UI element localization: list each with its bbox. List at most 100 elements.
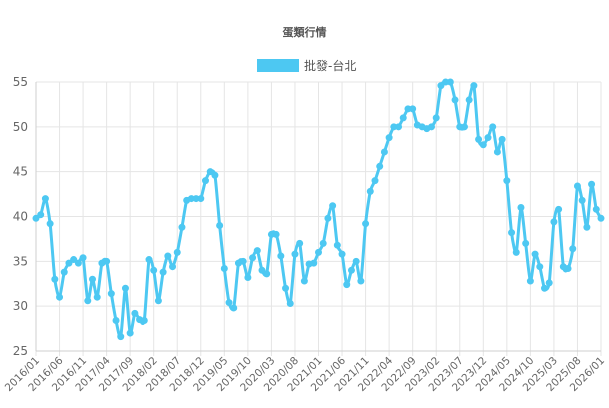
- data-point[interactable]: [41, 195, 49, 203]
- data-point[interactable]: [121, 284, 129, 292]
- data-point[interactable]: [89, 275, 96, 283]
- data-point[interactable]: [56, 293, 64, 301]
- data-point[interactable]: [169, 263, 177, 271]
- data-point[interactable]: [465, 96, 473, 104]
- data-point[interactable]: [352, 257, 360, 265]
- data-point[interactable]: [531, 250, 539, 258]
- data-point[interactable]: [503, 177, 511, 185]
- data-point[interactable]: [550, 218, 558, 226]
- data-point[interactable]: [338, 250, 346, 258]
- data-point[interactable]: [578, 196, 586, 204]
- data-point[interactable]: [296, 239, 304, 247]
- data-point[interactable]: [588, 180, 596, 188]
- data-point[interactable]: [173, 248, 181, 256]
- data-point[interactable]: [272, 230, 280, 238]
- data-point[interactable]: [522, 239, 530, 247]
- data-point[interactable]: [493, 148, 501, 156]
- data-point[interactable]: [437, 82, 445, 90]
- data-point[interactable]: [37, 211, 45, 219]
- data-point[interactable]: [573, 182, 581, 190]
- data-point[interactable]: [150, 266, 158, 274]
- data-point[interactable]: [291, 250, 299, 258]
- data-point[interactable]: [253, 247, 261, 255]
- data-point[interactable]: [489, 123, 497, 131]
- data-point[interactable]: [564, 265, 572, 273]
- data-point[interactable]: [220, 265, 228, 273]
- data-point[interactable]: [385, 134, 393, 142]
- data-point[interactable]: [376, 162, 384, 170]
- data-point[interactable]: [70, 256, 78, 264]
- data-point[interactable]: [145, 256, 153, 264]
- data-point[interactable]: [512, 248, 520, 256]
- data-point[interactable]: [103, 257, 111, 265]
- data-point[interactable]: [366, 187, 374, 195]
- data-point[interactable]: [470, 82, 478, 90]
- data-point[interactable]: [216, 221, 224, 229]
- data-point[interactable]: [140, 317, 148, 325]
- data-point[interactable]: [484, 134, 492, 142]
- data-point[interactable]: [498, 135, 506, 143]
- data-point[interactable]: [202, 177, 209, 185]
- data-point[interactable]: [315, 248, 322, 256]
- data-point[interactable]: [526, 277, 534, 285]
- data-point[interactable]: [479, 141, 487, 149]
- data-point[interactable]: [126, 329, 134, 337]
- data-point[interactable]: [409, 105, 417, 113]
- data-point[interactable]: [310, 259, 318, 267]
- data-point[interactable]: [164, 252, 172, 260]
- data-point[interactable]: [277, 252, 285, 260]
- data-point[interactable]: [178, 223, 186, 231]
- data-point[interactable]: [541, 284, 548, 292]
- data-point[interactable]: [117, 333, 125, 341]
- data-point[interactable]: [239, 257, 247, 265]
- data-point[interactable]: [46, 220, 54, 228]
- data-point[interactable]: [347, 266, 355, 274]
- data-point[interactable]: [460, 123, 468, 131]
- data-point[interactable]: [371, 177, 379, 185]
- data-point[interactable]: [508, 229, 516, 237]
- data-point[interactable]: [333, 241, 341, 249]
- data-point[interactable]: [93, 293, 101, 301]
- data-point[interactable]: [380, 148, 388, 156]
- data-point[interactable]: [545, 279, 553, 287]
- data-point[interactable]: [154, 297, 162, 305]
- data-point[interactable]: [517, 204, 525, 212]
- data-point[interactable]: [107, 290, 115, 298]
- data-point[interactable]: [597, 214, 605, 222]
- data-point[interactable]: [65, 259, 73, 267]
- data-point[interactable]: [555, 205, 563, 213]
- data-point[interactable]: [84, 297, 92, 305]
- legend[interactable]: 批發-台北: [257, 58, 356, 73]
- data-point[interactable]: [225, 299, 233, 307]
- data-point[interactable]: [451, 96, 459, 104]
- data-point[interactable]: [263, 270, 271, 278]
- data-point[interactable]: [206, 168, 214, 176]
- data-point[interactable]: [569, 245, 577, 253]
- data-point[interactable]: [79, 254, 87, 262]
- data-point[interactable]: [428, 123, 435, 131]
- data-point[interactable]: [211, 171, 219, 179]
- data-point[interactable]: [244, 273, 252, 281]
- data-point[interactable]: [300, 277, 308, 285]
- data-point[interactable]: [475, 135, 483, 143]
- data-point[interactable]: [282, 284, 290, 292]
- data-point[interactable]: [286, 299, 294, 307]
- data-point[interactable]: [583, 223, 591, 231]
- data-point[interactable]: [230, 304, 238, 312]
- data-point[interactable]: [74, 259, 82, 267]
- data-point[interactable]: [51, 275, 59, 283]
- data-point[interactable]: [249, 254, 257, 262]
- data-point[interactable]: [197, 195, 205, 203]
- data-point[interactable]: [432, 114, 440, 122]
- data-point[interactable]: [399, 114, 407, 122]
- data-point[interactable]: [112, 317, 120, 325]
- data-point[interactable]: [32, 214, 40, 222]
- data-point[interactable]: [131, 309, 139, 317]
- data-point[interactable]: [357, 277, 365, 285]
- data-point[interactable]: [343, 281, 351, 289]
- data-point[interactable]: [536, 263, 544, 271]
- data-point[interactable]: [258, 266, 266, 274]
- data-point[interactable]: [395, 123, 403, 131]
- data-point[interactable]: [324, 214, 332, 222]
- data-point[interactable]: [319, 239, 327, 247]
